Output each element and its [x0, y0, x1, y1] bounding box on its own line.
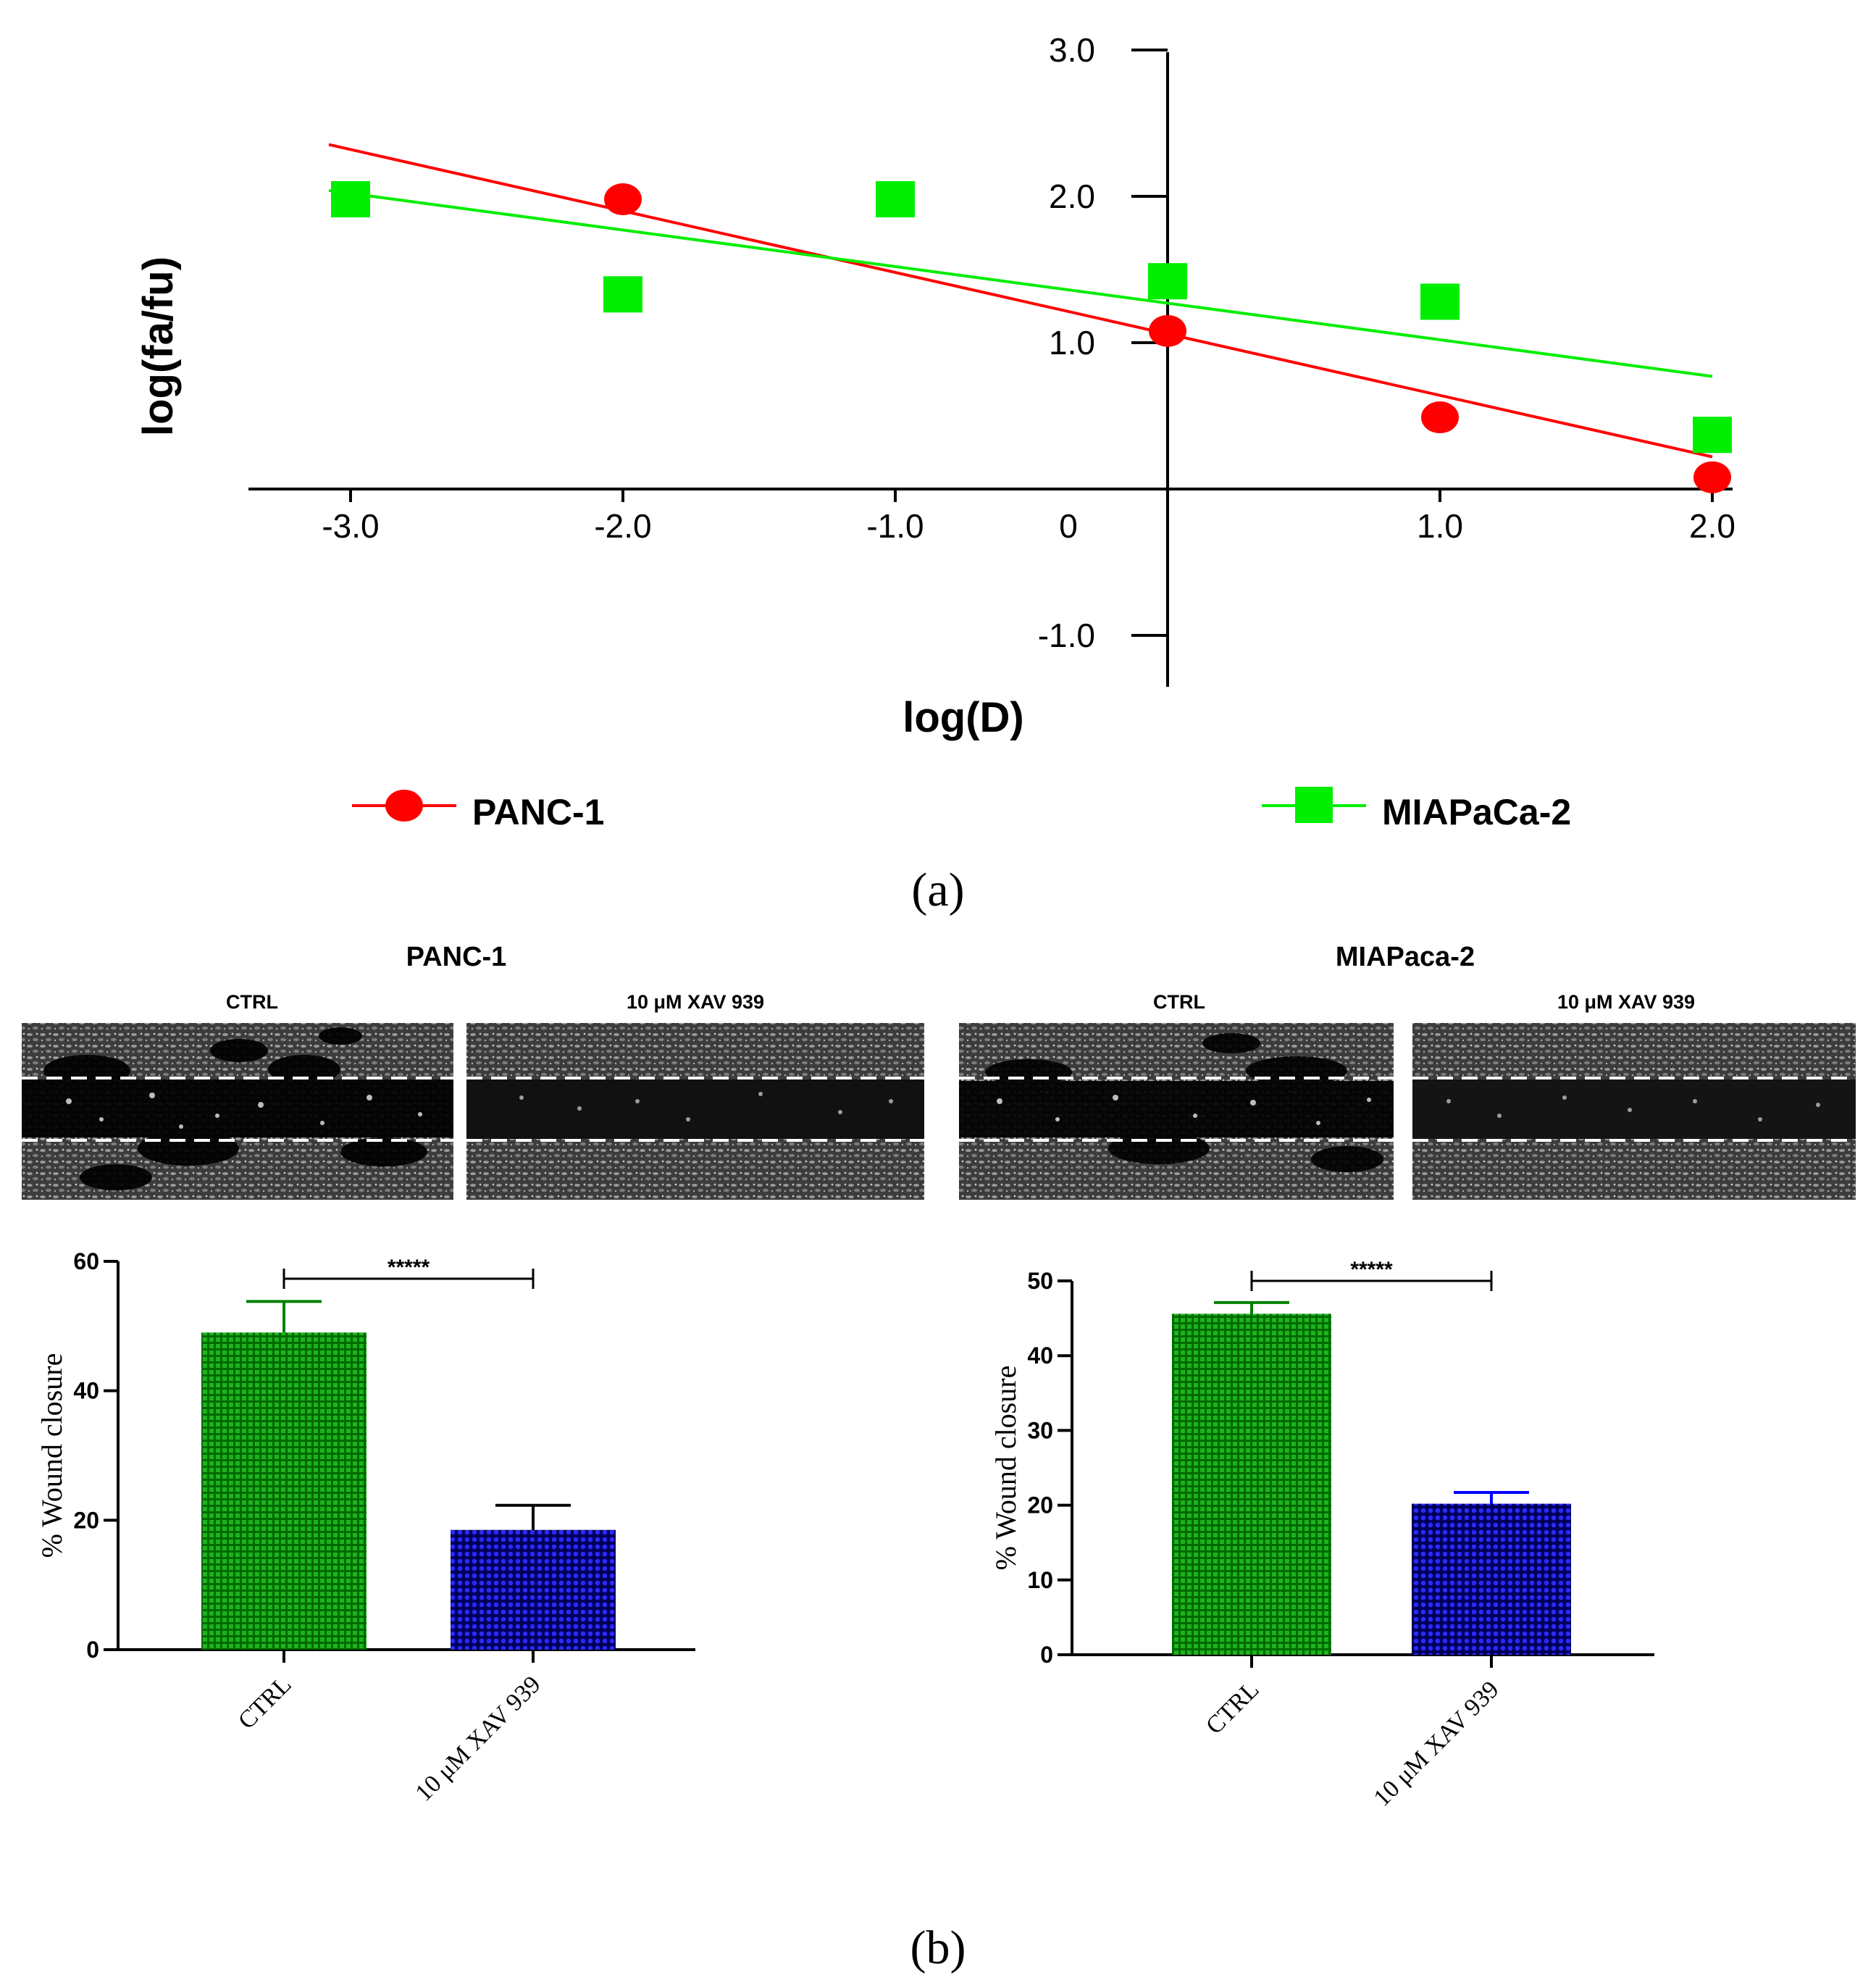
bar-x-tick-label: CTRL	[1201, 1676, 1265, 1740]
panel-a-x-axis-title: log(D)	[903, 694, 1024, 741]
panc1-wound-closure-bar-chart: 0 20 40 60 % Wound closure CTRL 10 μM XAV 939 *…	[35, 1248, 695, 1807]
panc1-point	[1693, 461, 1731, 493]
panel-a-fit-lines	[328, 143, 1713, 459]
miapaca2-point	[1148, 263, 1187, 300]
panel-b-miapaca2-title: MIAPaca-2	[1336, 942, 1475, 972]
micrograph-miapaca2-xav939	[1412, 1023, 1856, 1200]
x-tick-label: 2.0	[1689, 507, 1735, 545]
legend-panc1-marker	[385, 790, 423, 822]
micrograph-panc1-ctrl	[22, 1023, 453, 1200]
bar-y-axis-title: % Wound closure	[989, 1366, 1022, 1571]
bar-y-tick-label: 50	[1027, 1268, 1053, 1294]
significance-stars: *****	[388, 1256, 430, 1279]
miapaca2-point	[603, 276, 642, 313]
y-tick-label: -1.0	[1038, 617, 1095, 654]
bar-y-tick-label: 20	[73, 1507, 99, 1533]
bar-y-tick-label: 10	[1027, 1567, 1053, 1593]
panel-b-panc1-title: PANC-1	[406, 942, 507, 972]
panel-a-axes	[248, 49, 1733, 687]
panc1-xav-image-label: 10 μM XAV 939	[627, 991, 764, 1013]
fit-line-panc1	[328, 143, 1713, 459]
y-tick-label: 2.0	[1049, 178, 1095, 215]
panel-a-label: (a)	[911, 864, 964, 916]
x-tick-label: -3.0	[322, 507, 379, 545]
miapaca2-point	[331, 181, 370, 218]
bar-y-tick-label: 0	[1040, 1642, 1053, 1668]
micrograph-panc1-xav939	[466, 1023, 924, 1200]
y-tick-label: 3.0	[1049, 31, 1095, 69]
significance-stars: *****	[1350, 1258, 1393, 1282]
panel-a-scatter-chart: -3.0 -2.0 -1.0 0 1.0 2.03.02.01.0-1.0 log(D) …	[135, 31, 1735, 916]
bar-ctrl	[201, 1332, 367, 1650]
legend-panc1-label: PANC-1	[472, 792, 604, 832]
bar-y-axis-title: % Wound closure	[35, 1353, 68, 1558]
bar-y-tick-label: 0	[86, 1637, 99, 1663]
miapaca2-ctrl-image-label: CTRL	[1153, 991, 1205, 1013]
bar-y-tick-label: 30	[1027, 1417, 1053, 1443]
bar-x-tick-label: 10 μM XAV 939	[411, 1671, 546, 1806]
bar-xav939	[451, 1529, 616, 1650]
bar-x-tick-label: 10 μM XAV 939	[1369, 1676, 1504, 1811]
legend-miapaca2-label: MIAPaCa-2	[1382, 792, 1571, 832]
panc1-point	[1421, 401, 1459, 434]
bar-y-tick-label: 40	[73, 1378, 99, 1404]
x-tick-label: 1.0	[1417, 507, 1463, 545]
panel-b-label: (b)	[910, 1921, 966, 1974]
legend-item-panc1: PANC-1	[352, 790, 604, 832]
panel-a-data-points	[331, 181, 1732, 493]
legend-miapaca2-marker	[1295, 787, 1333, 823]
panel-a-tick-labels: -3.0 -2.0 -1.0 0 1.0 2.0 3.0 2.0 1.0 -1.0	[322, 31, 1735, 654]
miapaca2-point	[876, 181, 915, 218]
legend-item-miapaca2: MIAPaCa-2	[1262, 787, 1571, 832]
panc1-point	[604, 183, 642, 216]
panel-b: PANC-1 MIAPaca-2 CTRL 10 μM XAV 939 CTRL…	[22, 942, 1856, 1974]
panel-a-y-axis-title: log(fa/fu)	[135, 256, 182, 436]
bar-y-tick-label: 40	[1027, 1342, 1053, 1369]
micrograph-miapaca2-ctrl	[959, 1023, 1394, 1200]
miapaca2-wound-closure-bar-chart: 0 10 20 30 40 50 % Wound closure CTRL 10 μM XAV …	[989, 1258, 1654, 1812]
bar-y-tick-label: 20	[1027, 1492, 1053, 1519]
miapaca2-point	[1420, 283, 1460, 320]
panel-a-legend: PANC-1 MIAPaCa-2	[352, 787, 1571, 832]
miapaca2-point	[1693, 417, 1732, 454]
bar-ctrl	[1172, 1314, 1331, 1655]
panc1-ctrl-image-label: CTRL	[226, 991, 278, 1013]
x-tick-label: 0	[1059, 507, 1078, 545]
panc1-point	[1149, 314, 1186, 347]
bar-x-tick-label: CTRL	[233, 1671, 297, 1734]
bar-y-tick-label: 60	[73, 1248, 99, 1274]
x-tick-label: -1.0	[866, 507, 924, 545]
y-tick-label: 1.0	[1049, 324, 1095, 362]
miapaca2-xav-image-label: 10 μM XAV 939	[1557, 991, 1695, 1013]
x-tick-label: -2.0	[594, 507, 651, 545]
bar-xav939	[1412, 1503, 1571, 1655]
fit-line-miapaca2	[328, 188, 1713, 378]
